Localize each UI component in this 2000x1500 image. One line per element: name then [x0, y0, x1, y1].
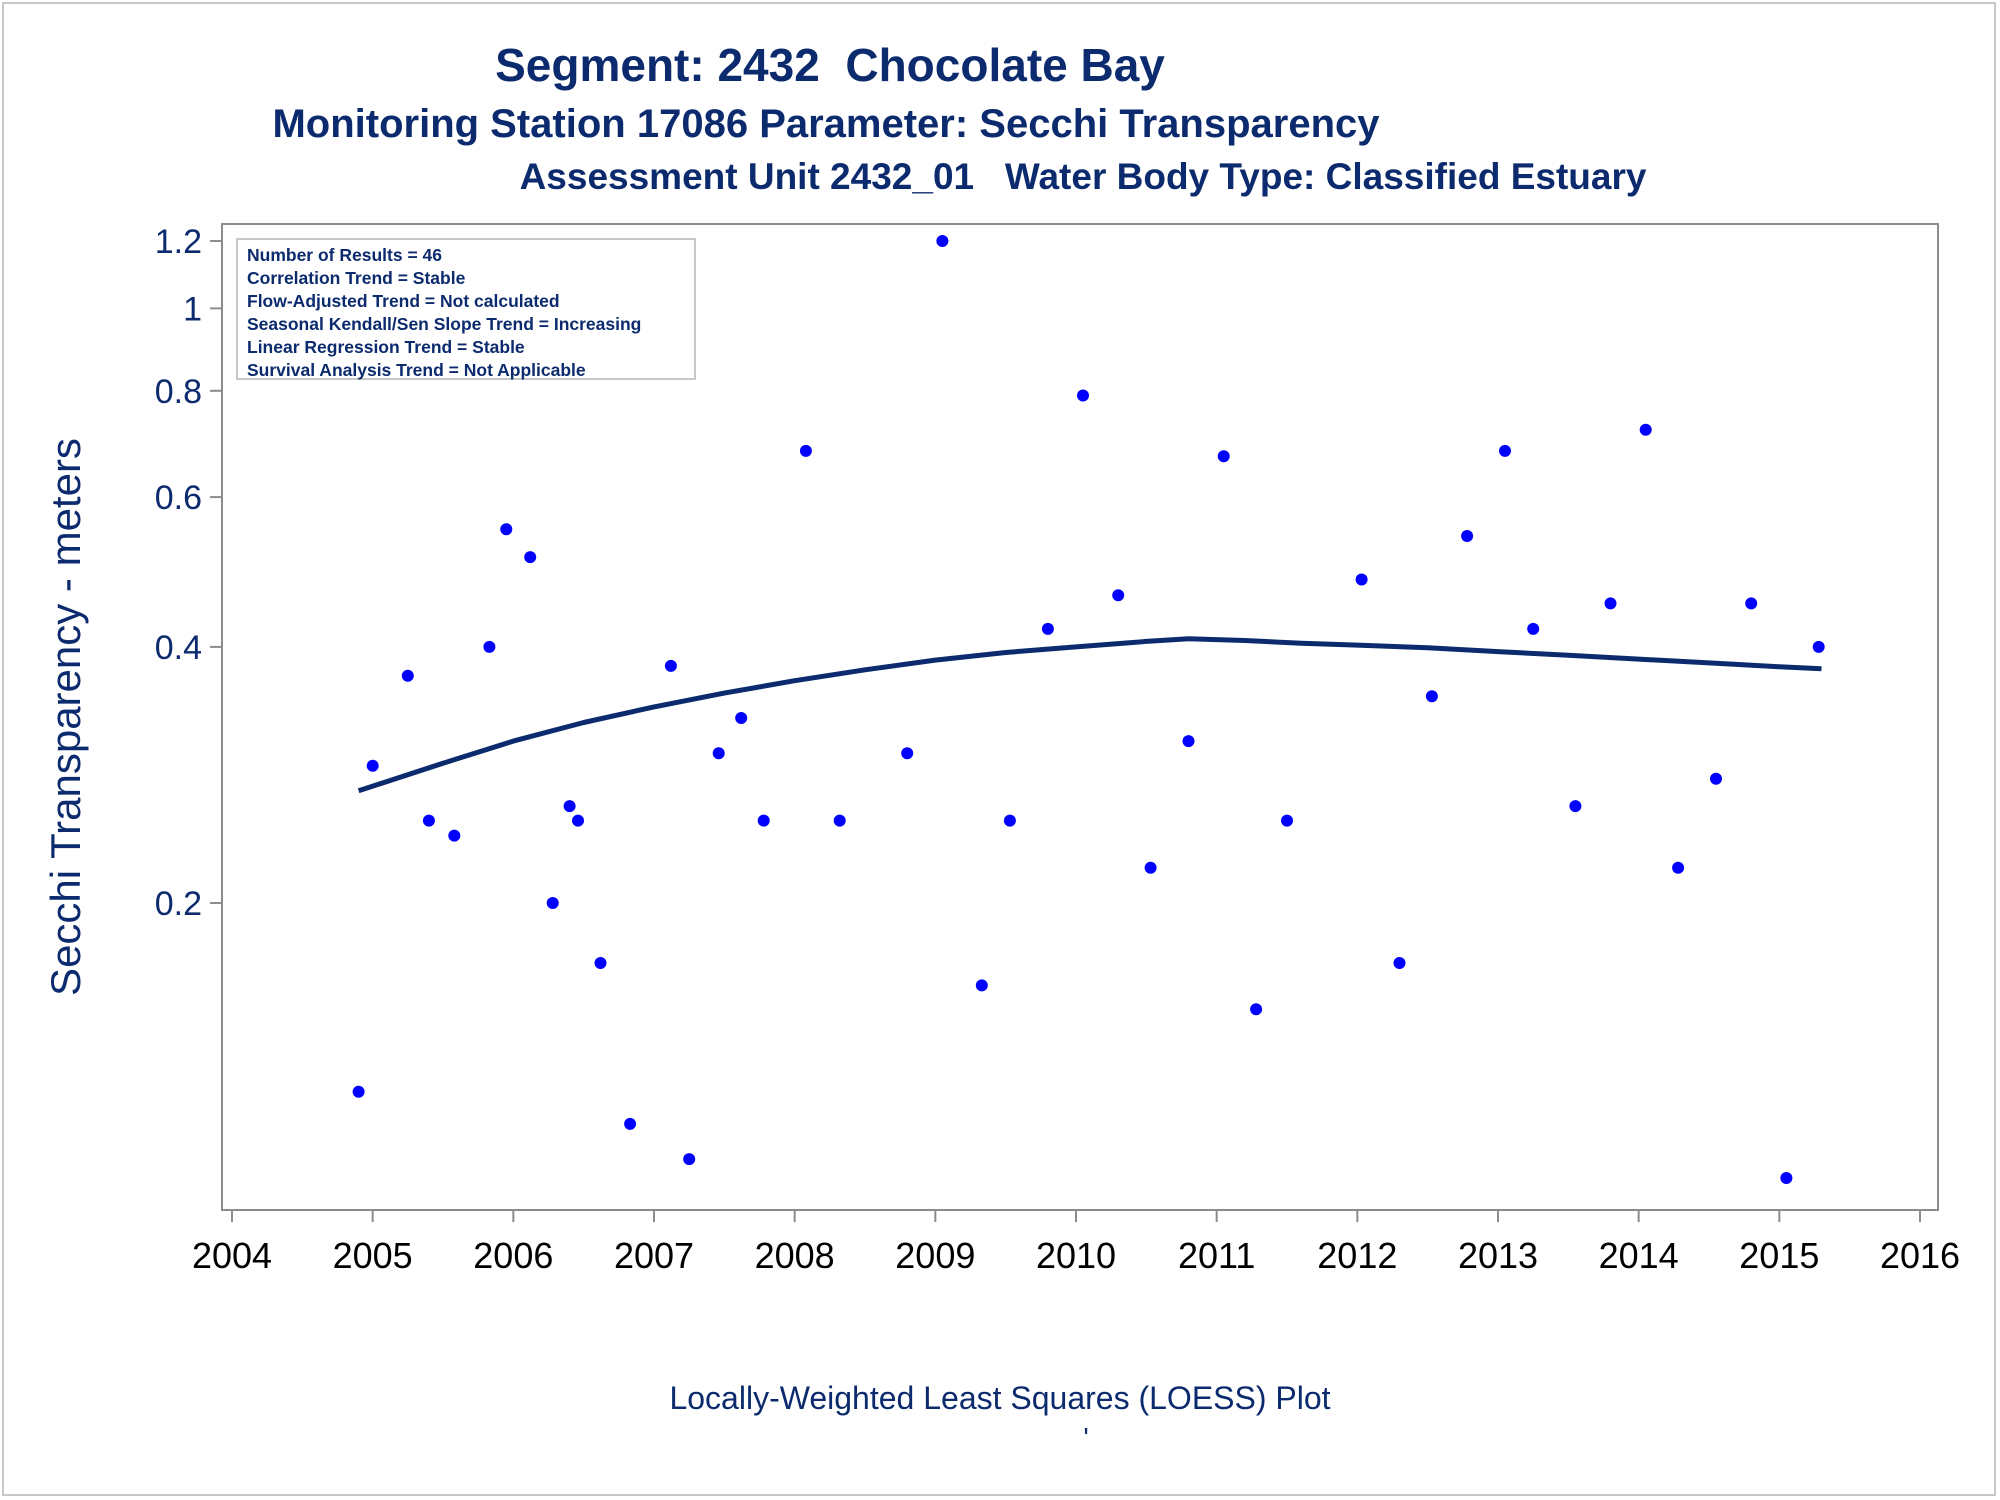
- data-point: [572, 814, 584, 827]
- y-tick-label: 0.6: [155, 479, 202, 517]
- data-point: [975, 979, 988, 992]
- info-linear-regression-trend: Linear Regression Trend = Stable: [247, 337, 525, 357]
- data-point: [1217, 450, 1230, 463]
- data-point: [1639, 423, 1652, 436]
- data-point: [524, 551, 537, 564]
- data-point: [500, 523, 513, 536]
- data-point: [1393, 957, 1406, 969]
- data-point: [1041, 622, 1054, 635]
- data-point: [1604, 597, 1617, 610]
- data-point: [757, 814, 770, 827]
- y-tick-label: 1: [183, 290, 202, 328]
- data-point: [1499, 444, 1511, 457]
- trend-info-box: Number of Results = 46 Correlation Trend…: [236, 238, 696, 380]
- x-tick-label: 2009: [895, 1235, 975, 1276]
- y-tick-label: 1.2: [155, 223, 202, 261]
- info-seasonal-kendall-trend: Seasonal Kendall/Sen Slope Trend = Incre…: [247, 314, 642, 334]
- data-point: [1281, 814, 1293, 827]
- info-survival-analysis-trend: Survival Analysis Trend = Not Applicable: [247, 360, 586, 380]
- data-point: [401, 669, 414, 682]
- data-point: [1710, 772, 1722, 785]
- info-number-of-results: Number of Results = 46: [247, 245, 442, 265]
- y-axis: 0.2 0.4 0.6 0.8 1 1.2: [155, 223, 222, 923]
- data-point: [546, 897, 559, 909]
- x-tick-label: 2004: [192, 1235, 272, 1276]
- data-point: [448, 829, 461, 842]
- x-tick-label: 2013: [1458, 1235, 1538, 1276]
- data-point: [1144, 861, 1157, 874]
- data-points: [352, 235, 1825, 1184]
- data-point: [1250, 1003, 1263, 1016]
- plot-area: [221, 223, 1939, 1211]
- loess-curve: [357, 636, 1822, 794]
- data-point: [1461, 530, 1474, 542]
- data-point: [833, 814, 846, 827]
- data-point: [483, 640, 496, 653]
- data-point: [1569, 800, 1582, 813]
- footnote-mark: ': [1083, 1422, 1089, 1453]
- data-point: [1355, 573, 1368, 586]
- data-point: [901, 747, 914, 760]
- info-flow-adjusted-trend: Flow-Adjusted Trend = Not calculated: [247, 291, 560, 311]
- x-tick-label: 2012: [1317, 1235, 1397, 1276]
- x-tick-label: 2010: [1036, 1235, 1116, 1276]
- data-point: [683, 1153, 696, 1166]
- data-point: [799, 444, 812, 457]
- data-point: [422, 814, 435, 827]
- data-point: [1672, 861, 1685, 874]
- data-point: [1425, 690, 1438, 703]
- y-tick-label: 0.4: [155, 629, 202, 667]
- data-point: [1182, 735, 1195, 748]
- x-axis: 2004 2005 2006 2007 2008 2009 2010 2011 2012 2013…: [192, 1210, 1960, 1276]
- data-point: [366, 759, 379, 772]
- x-tick-label: 2016: [1880, 1235, 1960, 1276]
- y-axis-label: Secchi Transparency - meters: [42, 438, 89, 996]
- data-point: [1527, 622, 1540, 635]
- data-point: [594, 957, 607, 969]
- data-point: [664, 659, 677, 672]
- data-point: [1112, 589, 1125, 602]
- data-point: [1812, 640, 1825, 653]
- data-point: [352, 1085, 365, 1098]
- x-tick-label: 2006: [473, 1235, 553, 1276]
- data-point: [1745, 597, 1758, 610]
- y-tick-label: 0.2: [155, 885, 202, 923]
- data-point: [712, 747, 725, 760]
- y-tick-label: 0.8: [155, 373, 202, 411]
- info-correlation-trend: Correlation Trend = Stable: [247, 268, 466, 288]
- data-point: [563, 800, 576, 813]
- x-tick-label: 2005: [333, 1235, 413, 1276]
- data-point: [735, 712, 748, 724]
- x-axis-label: Locally-Weighted Least Squares (LOESS) P…: [669, 1380, 1331, 1416]
- x-tick-label: 2011: [1178, 1235, 1255, 1276]
- data-point: [1077, 389, 1089, 402]
- x-tick-label: 2015: [1739, 1235, 1819, 1276]
- data-point: [936, 235, 949, 247]
- data-point: [624, 1117, 637, 1130]
- data-point: [1003, 814, 1016, 827]
- x-tick-label: 2014: [1599, 1235, 1679, 1276]
- x-tick-label: 2008: [755, 1235, 835, 1276]
- x-tick-label: 2007: [614, 1235, 694, 1276]
- data-point: [1780, 1172, 1793, 1184]
